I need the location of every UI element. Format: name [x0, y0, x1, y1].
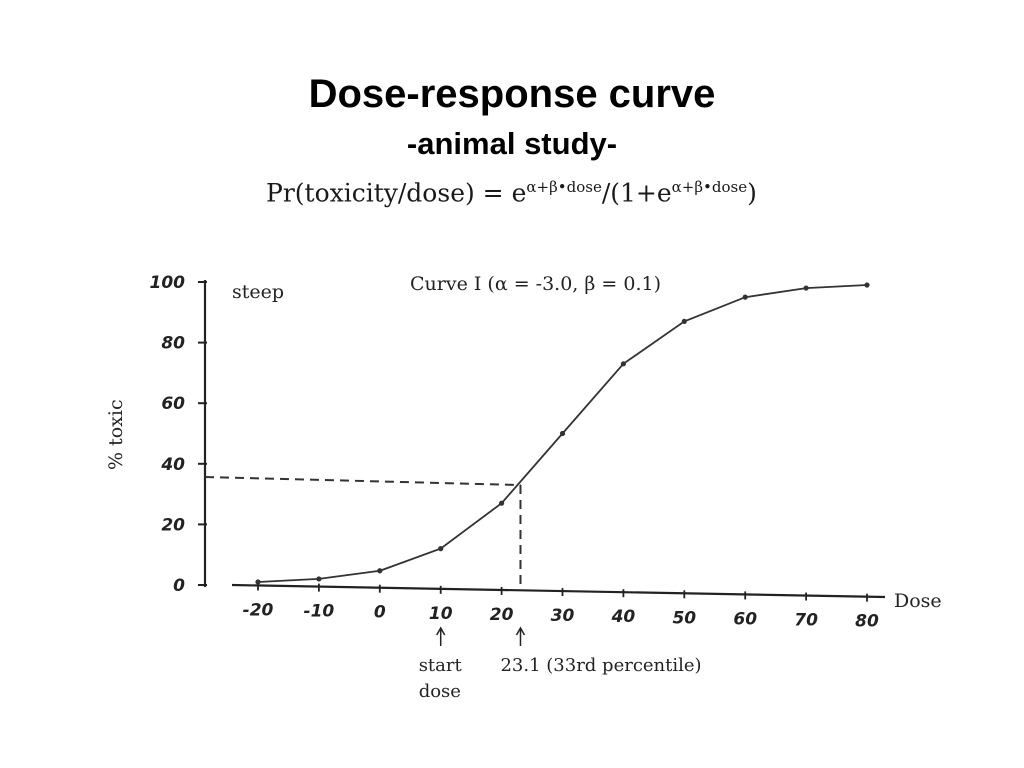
y-tick-label: 60: [161, 394, 185, 414]
data-point: [377, 568, 383, 574]
up-arrow-head: [515, 626, 526, 636]
data-point: [864, 282, 870, 288]
x-axis-label: Dose: [894, 590, 942, 612]
data-point: [681, 318, 687, 324]
formula-exponent-1: α+β•dose: [526, 178, 602, 196]
reference-lines: [204, 476, 522, 590]
x-tick-label: -20: [243, 600, 274, 620]
data-point: [559, 430, 566, 437]
data-point: [742, 294, 748, 300]
slide-subtitle: -animal study-: [406, 126, 618, 161]
data-point: [316, 576, 322, 582]
data-point: [620, 361, 627, 367]
y-tick-label: 100: [150, 273, 186, 293]
x-tick-label: 80: [855, 612, 879, 632]
x-axis-line: [231, 583, 886, 599]
logistic-formula: Pr(toxicity/dose) = eα+β•dose/(1+eα+β•do…: [266, 178, 757, 207]
x-tick-label: 60: [733, 609, 757, 629]
y-tick-label: 80: [161, 334, 185, 354]
data-point: [255, 579, 261, 585]
x-tick-label: 40: [611, 607, 636, 627]
x-tick-label: 70: [794, 611, 818, 631]
up-arrow-head: [436, 626, 446, 636]
curve-label: Curve I (α = -3.0, β = 0.1): [410, 273, 661, 295]
reference-horizontal-line: [204, 476, 521, 487]
y-tick-label: 20: [161, 515, 185, 535]
x-tick-label: 20: [490, 605, 514, 625]
arrow-label: 23.1 (33rd percentile): [500, 655, 701, 676]
axes: [203, 280, 886, 599]
x-tick-label: 30: [551, 606, 575, 626]
arrow-label: start: [419, 655, 463, 676]
x-tick-label: 10: [429, 604, 453, 624]
formula-lhs: Pr(toxicity/dose) = e: [266, 178, 527, 208]
series-layer: [255, 282, 870, 585]
slide-title: Dose-response curve: [308, 72, 716, 116]
formula-end: ): [747, 178, 757, 208]
y-tick-label: 0: [173, 576, 185, 596]
formula-mid: /(1+e: [601, 178, 672, 208]
data-point: [803, 285, 809, 291]
x-tick-label: -10: [304, 602, 335, 622]
ticks: 0 20 40 60 80 100 -20 -10 0 10 20 30 40 50 60 70 80: [150, 273, 879, 632]
data-point: [438, 546, 444, 552]
labels-layer: steep Curve I (α = -3.0, β = 0.1) Dose %…: [105, 273, 942, 702]
y-axis-label: % toxic: [105, 399, 127, 470]
y-tick-label: 40: [160, 455, 185, 475]
steep-annotation: steep: [232, 281, 284, 303]
x-tick-label: 0: [374, 603, 386, 623]
formula-exponent-2: α+β•dose: [671, 178, 748, 196]
x-tick-label: 50: [672, 608, 696, 628]
arrow-label: dose: [419, 681, 461, 702]
data-point: [499, 500, 505, 506]
